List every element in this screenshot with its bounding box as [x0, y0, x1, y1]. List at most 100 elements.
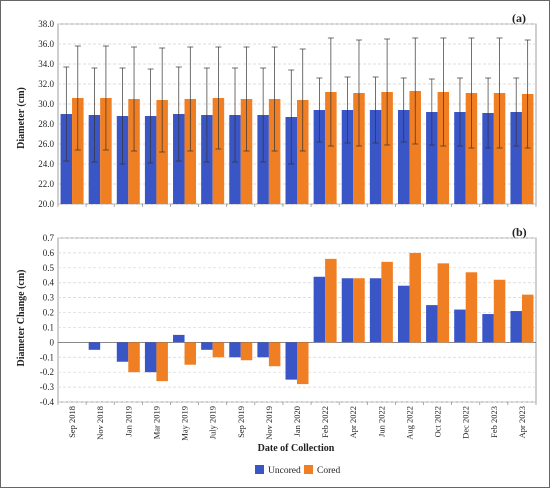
panel-b-bar-cored	[325, 258, 337, 343]
panel-b-label: (b)	[512, 225, 527, 239]
x-tick-label: Feb 2022	[320, 406, 330, 438]
panel-a-y-tick-label: 22.0	[38, 179, 54, 189]
panel-a-bar-uncored	[426, 112, 438, 204]
panel-b-y-tick-label: 0.5	[43, 263, 55, 273]
panel-a-bar-uncored	[369, 110, 382, 204]
panel-b-y-tick-label: -0.4	[40, 397, 55, 407]
panel-a-bar-uncored	[313, 110, 326, 204]
panel-a-bar-cored	[437, 92, 450, 204]
panel-b-bar-cored	[409, 252, 421, 343]
x-tick-label: Nov 2019	[264, 406, 274, 440]
panel-b-plot-area	[57, 237, 537, 403]
panel-a-label: (a)	[512, 11, 526, 25]
panel-b-bar-uncored	[116, 342, 129, 362]
panel-a-bar-cored	[409, 91, 421, 204]
panel-b-bar-cored	[493, 279, 506, 343]
x-tick-label: Dec 2022	[461, 406, 471, 439]
x-tick-label: Jan 2020	[292, 406, 302, 436]
panel-b-bar-cored	[381, 261, 393, 343]
panel-b-bar-cored	[268, 342, 281, 367]
x-tick-label: Aug 2022	[404, 406, 414, 440]
panel-a-bar-cored	[212, 98, 225, 204]
panel-a-y-tick-label: 32.0	[38, 79, 54, 89]
panel-b-bar-uncored	[426, 305, 438, 343]
panel-b-y-title: Diameter Change (cm)	[16, 269, 27, 366]
panel-b-bar-uncored	[144, 342, 157, 373]
panel-b-bar-uncored	[510, 311, 522, 343]
panel-b-bar-uncored	[201, 342, 213, 350]
panel-b-bar-uncored	[285, 342, 297, 380]
panel-a-y-title: Diameter (cm)	[16, 87, 27, 149]
x-tick-label: Nov 2018	[95, 406, 105, 440]
panel-a-bar-uncored	[482, 113, 494, 204]
panel-a-bar-uncored	[510, 112, 522, 204]
panel-a-bar-cored	[465, 93, 478, 204]
panel-a-y-tick-label: 20.0	[38, 199, 54, 209]
x-axis-title: Date of Collection	[258, 443, 335, 454]
x-tick-label: Feb 2023	[489, 406, 499, 438]
panel-b-bar-cored	[521, 294, 534, 343]
panel-a-bar-cored	[325, 92, 337, 204]
panel-a-bar-cored	[184, 99, 197, 204]
panel-b-y-tick-label: -0.2	[40, 367, 54, 377]
panel-b-bar-uncored	[482, 314, 494, 343]
panel-b-y-tick-label: 0.1	[43, 322, 54, 332]
panel-a-bar-cored	[268, 99, 281, 204]
panel-b-bar-uncored	[229, 342, 241, 358]
x-tick-label: July 2019	[208, 406, 218, 439]
panel-b-y-tick-label: 0	[50, 337, 55, 347]
x-tick-labels: Sep 2018 Nov 2018 Jan 2019 Mar 2019 May 2019…	[67, 406, 527, 441]
panel-b-y-tick-label: -0.3	[40, 382, 55, 392]
panel-b-bar-uncored	[397, 285, 410, 343]
panel-b-y-tick-label: 0.7	[43, 233, 55, 243]
panel-a-bar-cored	[72, 98, 84, 204]
panel-b-bar-cored	[353, 278, 365, 343]
x-tick-label: Oct 2022	[433, 406, 443, 437]
panel-b-bar-cored	[297, 342, 309, 385]
panel-b-bar-cored	[156, 342, 168, 382]
x-tick-label: May 2019	[180, 406, 190, 441]
panel-b-bar-uncored	[341, 278, 354, 343]
panel-a-y-tick-label: 30.0	[38, 99, 54, 109]
panel-b-bar-uncored	[313, 276, 326, 343]
panel-b-y-tick-label: 0.3	[43, 293, 55, 303]
panel-b-bar-uncored	[257, 342, 269, 358]
panel-b-bar-uncored	[369, 278, 382, 343]
panel-a-bar-uncored	[454, 112, 466, 204]
x-tick-label: Jun 2022	[376, 406, 386, 437]
panel-a-bar-cored	[353, 93, 365, 204]
panel-b-y-tick-label: -0.1	[40, 352, 54, 362]
panel-b-bar-cored	[184, 342, 197, 365]
panel-a-bar-cored	[493, 93, 506, 204]
x-tick-label: Apr 2023	[517, 406, 527, 438]
panel-b: -0.4 -0.3 -0.2 -0.1 0 0.1 0.2 0.3 0.4 0.5 0.6 0.7	[40, 233, 537, 407]
legend: Uncored Cored	[255, 465, 340, 476]
panel-a-y-tick-label: 38.0	[38, 19, 54, 29]
panel-a-y-tick-label: 36.0	[38, 39, 54, 49]
panel-a-bar-cored	[521, 94, 534, 204]
panel-b-y-tick-label: 0.6	[43, 248, 55, 258]
panel-a-bar-cored	[240, 99, 253, 204]
panel-b-y-tick-label: 0.4	[43, 278, 55, 288]
panel-b-bar-uncored	[173, 334, 185, 343]
legend-swatch-uncored	[255, 465, 264, 474]
panel-b-bar-uncored	[88, 342, 101, 350]
x-tick-label: Apr 2022	[348, 406, 358, 438]
x-tick-label: Sep 2018	[67, 406, 77, 438]
legend-label-uncored: Uncored	[268, 466, 301, 476]
panel-a-y-tick-label: 34.0	[38, 59, 54, 69]
legend-swatch-cored	[304, 465, 313, 474]
panel-b-bar-cored	[240, 342, 253, 361]
panel-a-bar-cored	[381, 92, 393, 204]
panel-a-y-tick-label: 26.0	[38, 139, 54, 149]
panel-b-y-tick-label: 0.2	[43, 308, 54, 318]
panel-b-bar-cored	[212, 342, 225, 358]
panel-a-y-tick-label: 24.0	[38, 159, 54, 169]
panel-a-bar-uncored	[397, 110, 410, 204]
x-tick-label: Jan 2019	[123, 406, 133, 436]
panel-b-bar-uncored	[454, 309, 466, 343]
panel-b-bar-cored	[437, 263, 450, 343]
legend-label-cored: Cored	[317, 466, 340, 476]
